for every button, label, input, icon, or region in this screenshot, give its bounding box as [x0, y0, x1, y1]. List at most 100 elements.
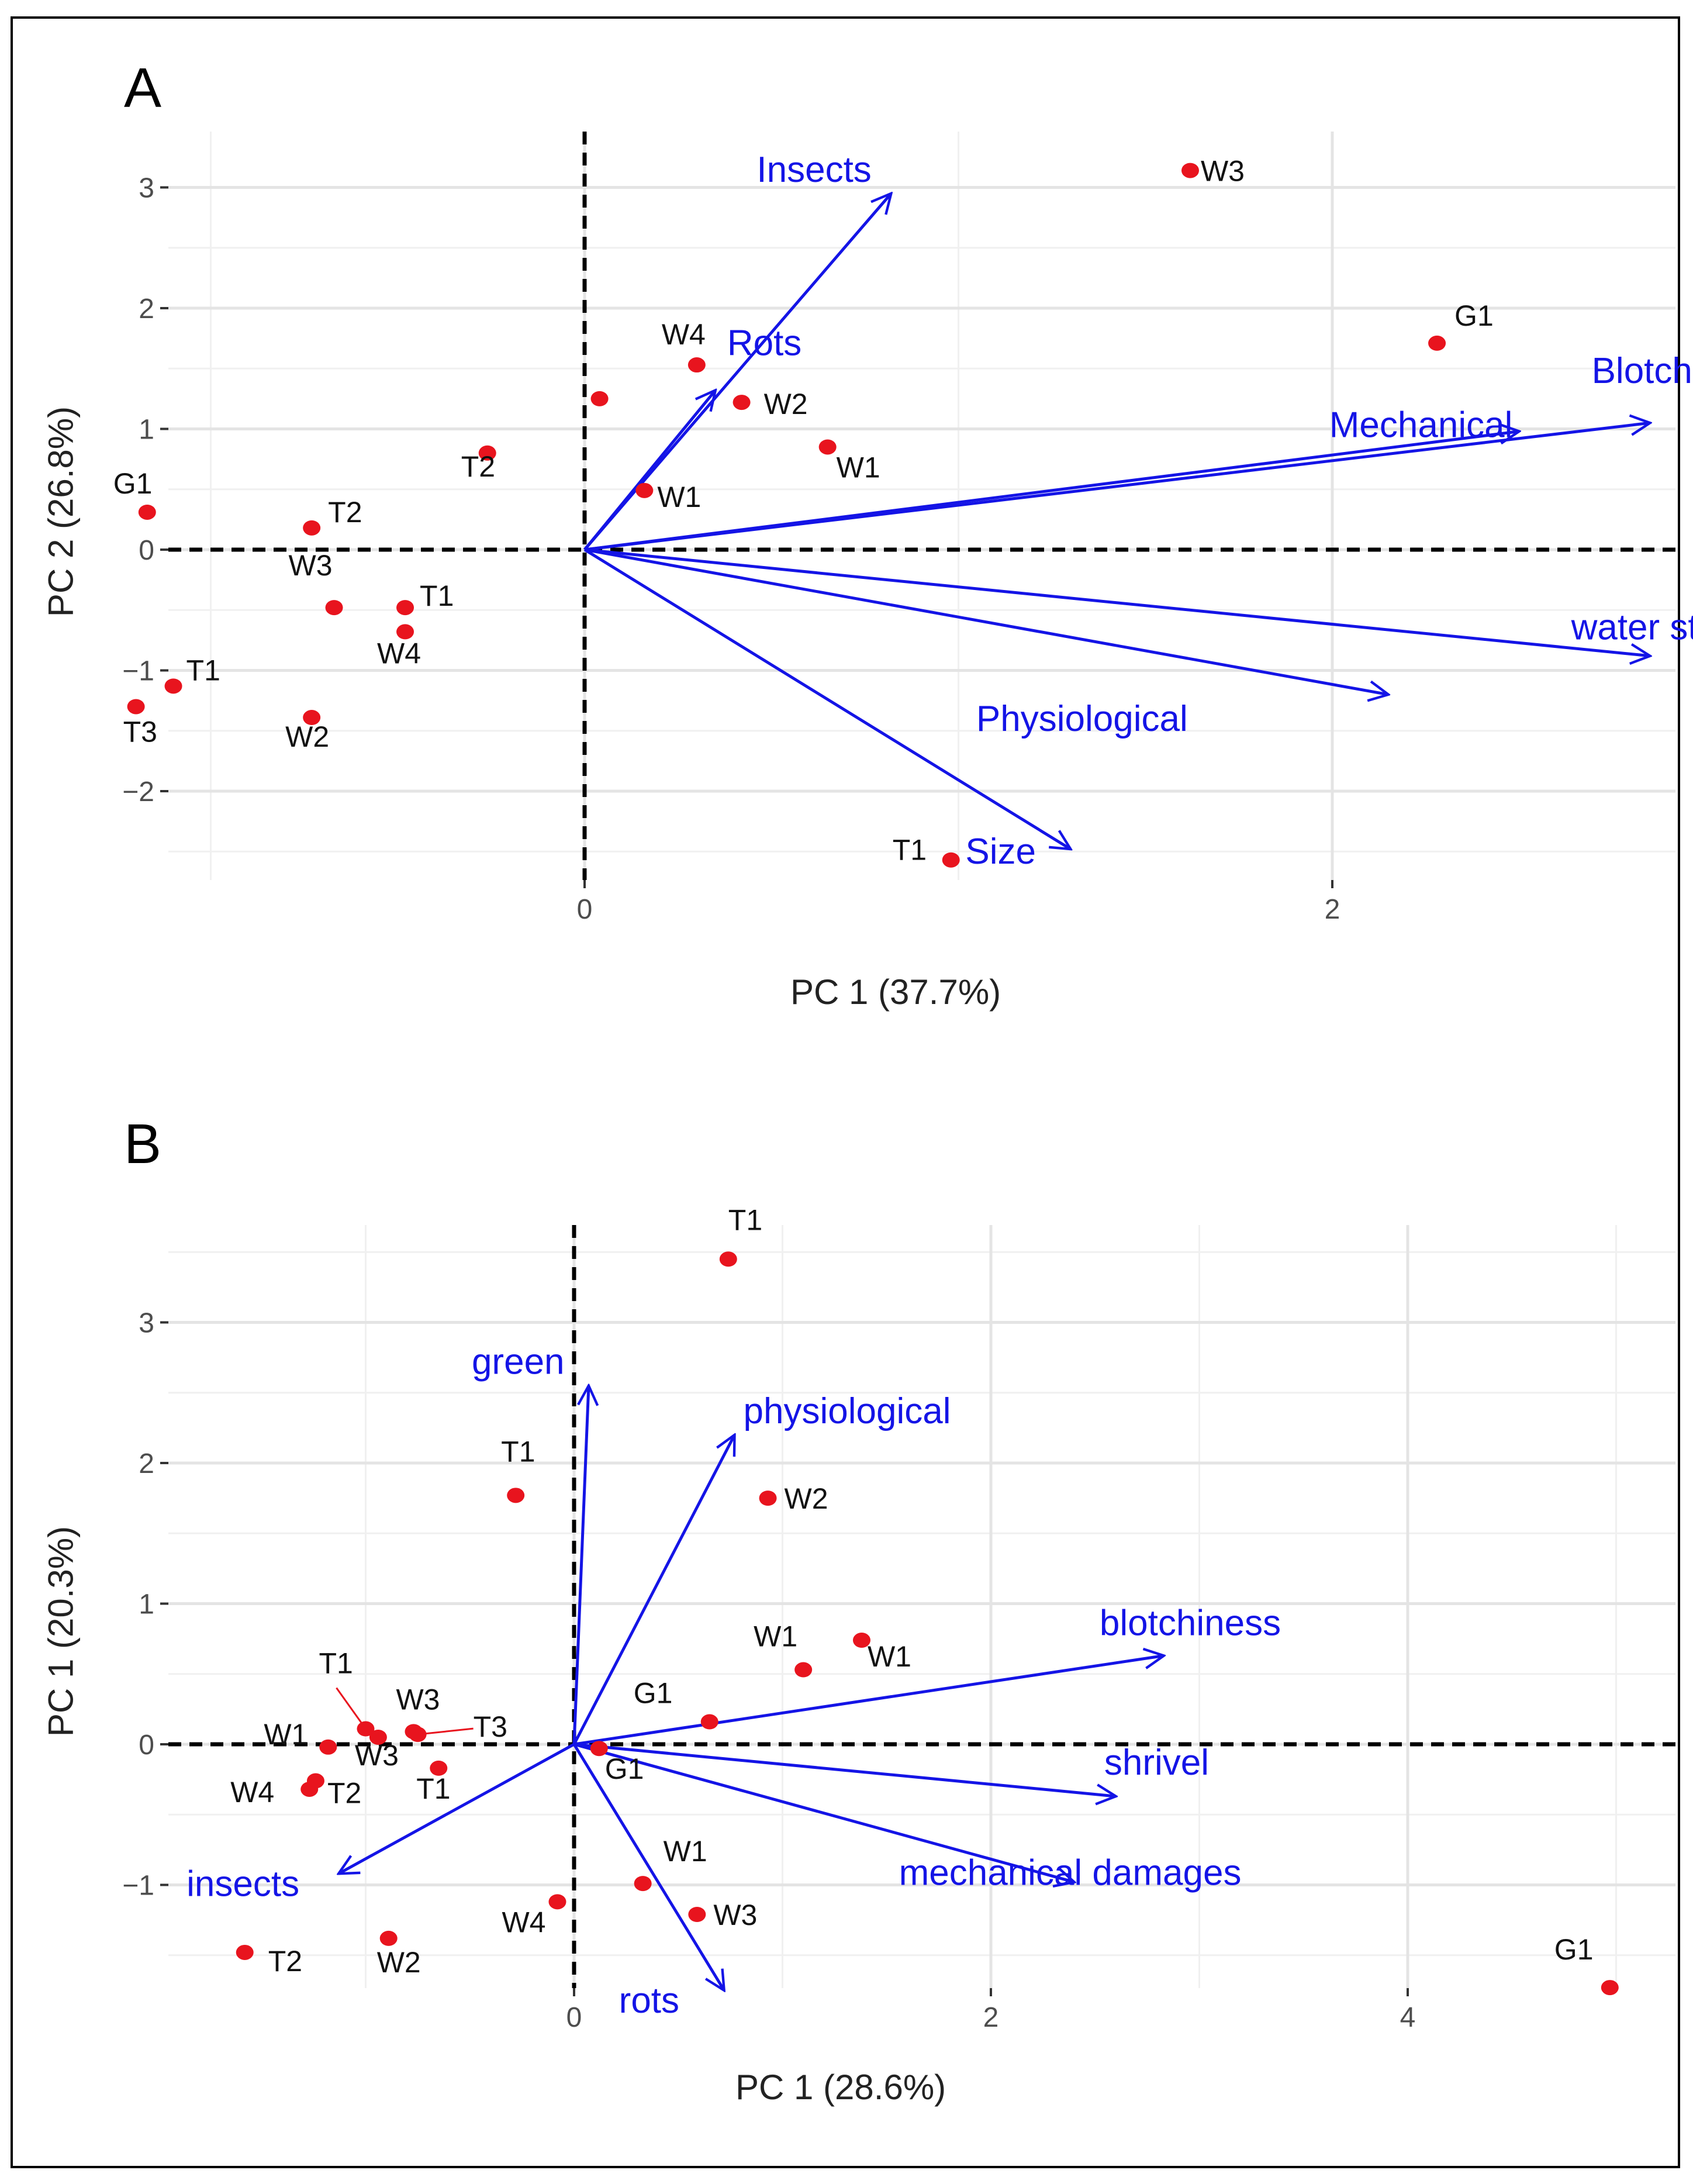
panel-b-sample-point	[507, 1488, 525, 1503]
panel-b-leader-line	[417, 1727, 474, 1736]
panel-b-sample-label: W2	[377, 1946, 421, 1979]
panel-b-loading-arrow-mechanical-damages	[573, 1743, 1074, 1882]
panel-b-sample-point	[236, 1944, 254, 1960]
panel-b-sample-label: T1	[416, 1772, 450, 1805]
panel-a-sample-point	[325, 600, 343, 616]
panel-b-loading-label-physiological: physiological	[744, 1391, 951, 1431]
panel-b-sample-label: T1	[319, 1647, 353, 1680]
panel-b-biplot: 0 2 4 −1 0 1 2 3 green physiological blotchiness sh…	[122, 1203, 1675, 2033]
panel-b-sample-label: G1	[1554, 1933, 1594, 1966]
panel-a-sample-label: W1	[657, 481, 701, 513]
panel-b-loading-label-shrivel: shrivel	[1104, 1743, 1209, 1783]
panel-a-sample-label: W3	[1201, 155, 1245, 188]
panel-a-sample-label: W2	[285, 720, 329, 753]
panel-b-sample-point	[590, 1741, 608, 1757]
panel-b-loading-arrow-green	[572, 1386, 589, 1745]
panel-a-sample-point	[590, 391, 609, 406]
panel-a-sample-point	[733, 395, 751, 410]
panel-b-sample-label: W4	[502, 1906, 545, 1938]
panel-a-sample-point	[127, 699, 145, 715]
panel-a-sample-point	[478, 445, 496, 461]
panel-a-sample-point	[1428, 335, 1446, 351]
panel-a-sample-point	[138, 504, 156, 520]
panel-b-sample-label: W3	[355, 1739, 399, 1772]
panel-a-sample-point	[396, 600, 414, 616]
panel-b-x-tick-label: 0	[566, 2002, 582, 2033]
panel-b-sample-label: W3	[713, 1899, 757, 1931]
panel-a-y-tick-label: −2	[122, 777, 154, 808]
panel-a-y-tick-label: 3	[139, 173, 154, 204]
panel-a-y-tick-label: 2	[139, 294, 154, 325]
panel-b-y-tick-label: 0	[139, 1730, 154, 1761]
panel-a-y-tick-label: −1	[122, 656, 154, 687]
panel-a-biplot: −2024−2−10123InsectsRotsBlotchinessMecha…	[113, 132, 1693, 925]
panel-b-sample-label: W2	[785, 1482, 828, 1515]
panel-a-loading-arrow-rots	[583, 390, 716, 551]
panel-b-loading-label-mechanical-damages: mechanical damages	[899, 1853, 1242, 1893]
panel-b-letter: B	[124, 1113, 162, 1175]
panel-b-loading-arrow-blotchiness	[573, 1655, 1164, 1746]
panel-a-sample-label: T3	[123, 715, 157, 748]
panel-a-sample-label: T1	[420, 579, 454, 612]
panel-a-sample-point	[818, 439, 837, 455]
panel-b-x-tick-label: 2	[983, 2002, 999, 2033]
panel-a-sample-label: G1	[1454, 299, 1494, 332]
panel-a-sample-point	[396, 624, 414, 640]
panel-a-x-tick-label: 0	[577, 894, 593, 925]
panel-b-sample-point	[357, 1721, 375, 1737]
panel-b-loading-arrow-shrivel	[573, 1743, 1116, 1796]
panel-a-letter: A	[124, 57, 162, 119]
panel-b-sample-label: T3	[474, 1710, 507, 1743]
panel-a-y-tick-label: 1	[139, 415, 154, 446]
panel-a-loading-label-insects: Insects	[756, 150, 871, 190]
panel-b-sample-point	[409, 1727, 427, 1743]
panel-a-sample-point	[635, 482, 654, 498]
panel-b-sample-label: W1	[868, 1640, 911, 1673]
panel-b-sample-point	[852, 1633, 870, 1648]
panel-b-sample-point	[319, 1739, 337, 1755]
panel-b-sample-point	[719, 1251, 737, 1267]
panel-a-loading-arrow-water-stress	[584, 548, 1650, 656]
panel-b-x-axis-title: PC 1 (28.6%)	[735, 2068, 946, 2107]
panel-a-y-tick-label: 0	[139, 535, 154, 566]
panel-a-loading-label-rots: Rots	[727, 323, 801, 363]
panel-a-loading-arrow-size	[583, 548, 1070, 849]
panel-b-sample-point	[300, 1781, 319, 1797]
panel-b-sample-point	[1601, 1980, 1619, 1996]
panel-a-sample-label: T2	[461, 450, 495, 483]
panel-a-sample-label: W4	[662, 318, 706, 351]
panel-a-sample-point	[687, 357, 706, 373]
panel-b-loading-arrow-insects	[338, 1743, 575, 1874]
panel-b-sample-label: T2	[327, 1777, 361, 1810]
panel-b-leader-line	[336, 1687, 367, 1730]
panel-a-sample-point	[1181, 163, 1199, 178]
panel-b-plot-area	[168, 1225, 1675, 1988]
panel-b-sample-label: W1	[664, 1835, 707, 1868]
panel-a-sample-label: T2	[328, 496, 362, 529]
panel-b-sample-point	[688, 1907, 706, 1923]
panel-a-sample-point	[303, 520, 321, 536]
panel-b-sample-point	[634, 1876, 652, 1892]
panel-a-loading-arrow-mechanical	[584, 432, 1519, 551]
panel-a-x-tick-label: 2	[1325, 894, 1340, 925]
panel-a-sample-point	[942, 852, 960, 868]
panel-a-loading-arrow-physiological	[584, 548, 1388, 695]
panel-b-sample-label: W4	[230, 1776, 274, 1809]
panel-a-sample-point	[164, 678, 182, 694]
panel-a-loading-label-blotchiness: Blotchiness	[1592, 351, 1693, 391]
panel-b-sample-label: W3	[396, 1683, 440, 1716]
panel-b-loading-label-blotchiness: blotchiness	[1100, 1603, 1281, 1643]
panel-b-sample-label: G1	[605, 1752, 644, 1785]
panel-b-sample-label: G1	[634, 1677, 673, 1710]
panel-a-sample-point	[303, 710, 321, 726]
panel-b-sample-label: T2	[268, 1945, 302, 1978]
panel-b-sample-point	[379, 1930, 398, 1946]
panel-b-sample-point	[759, 1490, 777, 1506]
panel-b-sample-label: T1	[501, 1435, 535, 1468]
panel-b-loading-label-green: green	[472, 1342, 565, 1382]
panel-b-sample-point	[430, 1760, 448, 1776]
panel-b-loading-arrow-physiological	[572, 1435, 735, 1745]
panel-a-sample-label: T1	[186, 654, 220, 686]
panel-b-y-tick-label: 3	[139, 1308, 154, 1339]
panel-a-loading-label-size: Size	[965, 831, 1036, 872]
